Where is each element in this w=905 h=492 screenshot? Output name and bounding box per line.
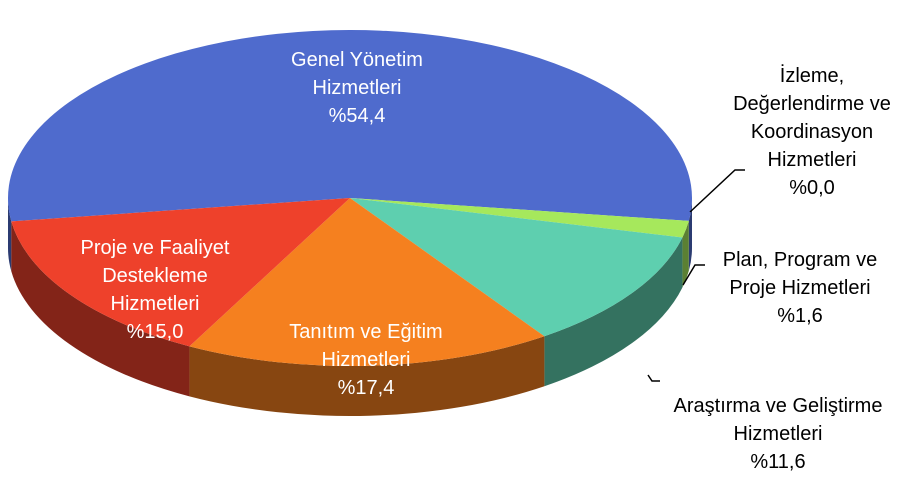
pie-side <box>189 336 545 417</box>
value-label: %15,0 <box>126 321 184 343</box>
value-label: %11,6 <box>750 451 806 473</box>
pie-tops <box>8 30 693 366</box>
value-label: %0,0 <box>789 177 835 199</box>
category-label: Plan, Program ve Proje Hizmetleri <box>722 249 878 299</box>
leader-line <box>647 374 660 382</box>
leader-lines <box>647 169 745 382</box>
pie-side <box>688 198 692 271</box>
value-label: %1,6 <box>777 305 823 327</box>
slice-label: İzleme, Değerlendirme ve Koordinasyon Hi… <box>725 62 900 202</box>
slice-label: Araştırma ve Geliştirme Hizmetleri %11,6 <box>658 392 898 476</box>
category-label: Proje ve Faaliyet Destekleme Hizmetleri <box>80 237 230 315</box>
slice-label: Genel Yönetim Hizmetleri %54,4 <box>257 46 457 130</box>
category-label: İzleme, Değerlendirme ve Koordinasyon Hi… <box>733 65 891 171</box>
category-label: Araştırma ve Geliştirme Hizmetleri <box>673 395 883 445</box>
pie-slice <box>8 30 693 222</box>
value-label: %17,4 <box>337 377 395 399</box>
pie-slice <box>189 198 545 366</box>
pie-side <box>11 221 190 397</box>
pie-side <box>544 237 683 387</box>
leader-line <box>689 169 745 213</box>
pie-side <box>8 198 12 272</box>
slice-label: Tanıtım ve Eğitim Hizmetleri %17,4 <box>266 318 466 402</box>
pie-slice <box>350 198 683 337</box>
pie-slice <box>350 198 689 238</box>
pie-sides <box>8 198 692 417</box>
category-label: Genel Yönetim Hizmetleri <box>291 49 423 99</box>
slice-label: Plan, Program ve Proje Hizmetleri %1,6 <box>700 246 900 330</box>
leader-line <box>682 264 705 286</box>
category-label: Tanıtım ve Eğitim Hizmetleri <box>289 321 443 371</box>
slice-label: Proje ve Faaliyet Destekleme Hizmetleri%… <box>63 234 248 346</box>
value-label: %54,4 <box>328 105 386 127</box>
pie-slice <box>11 198 351 347</box>
pie-side <box>682 220 689 288</box>
